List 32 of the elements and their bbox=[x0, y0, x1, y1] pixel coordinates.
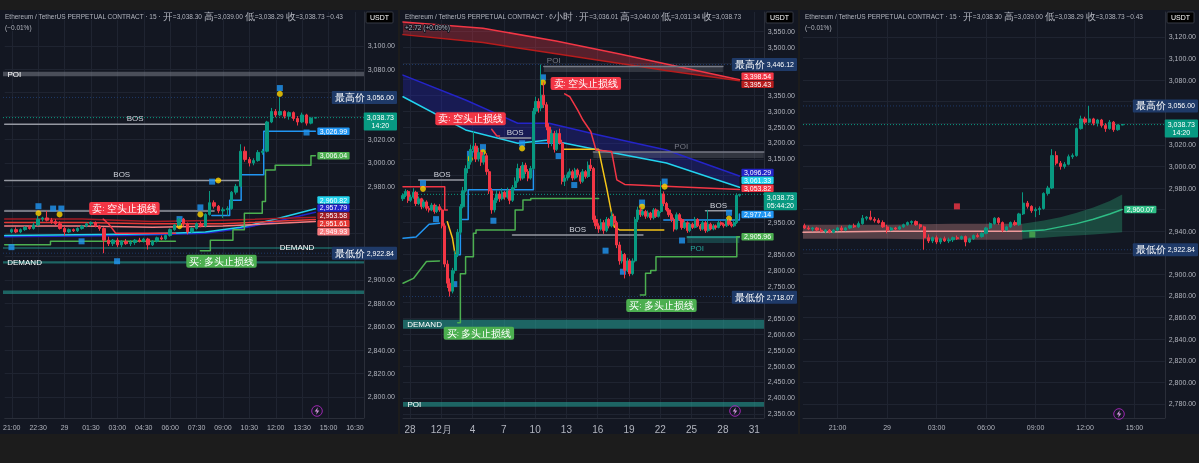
x-tick-label: 25 bbox=[686, 423, 698, 435]
x-tick-label: 28 bbox=[404, 423, 416, 435]
x-tick-label: 31 bbox=[748, 423, 761, 435]
series-label: BOS bbox=[710, 200, 727, 210]
x-tick-label: 16 bbox=[592, 423, 604, 435]
x-tick-label: 7 bbox=[501, 423, 508, 435]
x-tick-label: 28 bbox=[717, 423, 729, 435]
x-tick-label: 10 bbox=[529, 423, 542, 435]
band-label: POI bbox=[407, 399, 422, 409]
series-label: 买: 多头止损线 bbox=[446, 327, 512, 339]
series-label: BOS bbox=[113, 170, 131, 180]
x-tick-label: 12月 bbox=[430, 423, 452, 435]
x-tick-label: 13 bbox=[560, 423, 573, 435]
x-tick-label: 19 bbox=[623, 423, 636, 435]
x-tick-label: 22 bbox=[654, 423, 667, 435]
band-label: POI bbox=[7, 69, 22, 79]
series-label: 买: 多头止损线 bbox=[629, 299, 694, 311]
series-label: POI bbox=[690, 244, 705, 254]
series-label: 卖: 空头止损线 bbox=[438, 113, 503, 125]
series-label: POI bbox=[674, 141, 689, 151]
series-label: 买: 多头止损线 bbox=[189, 255, 254, 267]
series-label: POI bbox=[546, 56, 561, 66]
band-label: DEMAND bbox=[407, 319, 443, 329]
series-label: BOS bbox=[569, 225, 587, 235]
series-label: BOS bbox=[506, 127, 524, 137]
band-label: DEMAND bbox=[7, 257, 43, 267]
band-label: DEMAND bbox=[279, 243, 315, 253]
series-label: 卖: 空头止损线 bbox=[553, 77, 619, 89]
series-label: BOS bbox=[433, 169, 451, 179]
x-tick-label: 4 bbox=[469, 423, 476, 435]
series-label: BOS bbox=[126, 114, 144, 124]
series-label: 卖: 空头止损线 bbox=[92, 203, 157, 215]
